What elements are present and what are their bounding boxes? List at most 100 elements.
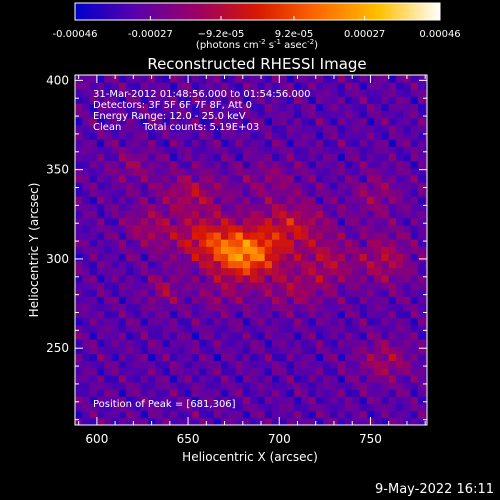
heatmap-cell: [337, 403, 346, 412]
heatmap-cell: [264, 139, 273, 147]
heatmap-cell: [257, 246, 266, 254]
heatmap-cell: [359, 303, 368, 312]
heatmap-cell: [75, 103, 83, 112]
heatmap-cell: [199, 89, 207, 97]
heatmap-cell: [279, 389, 287, 397]
heatmap-cell: [206, 132, 215, 140]
heatmap-cell: [228, 275, 236, 283]
heatmap-cell: [286, 117, 295, 126]
heatmap-cell: [257, 189, 266, 197]
heatmap-cell: [191, 196, 200, 204]
heatmap-cell: [111, 167, 120, 176]
heatmap-cell: [228, 103, 236, 112]
heatmap-cell: [352, 310, 360, 319]
heatmap-cell: [417, 225, 426, 233]
heatmap-cell: [242, 317, 251, 326]
heatmap-cell: [147, 410, 156, 419]
heatmap-cell: [155, 246, 163, 254]
heatmap-cell: [250, 153, 258, 162]
heatmap-cell: [293, 153, 302, 162]
heatmap-cell: [242, 310, 251, 319]
heatmap-cell: [96, 325, 105, 333]
heatmap-cell: [279, 89, 287, 97]
heatmap-cell: [425, 403, 428, 412]
heatmap-cell: [330, 82, 339, 90]
heatmap-cell: [213, 160, 222, 169]
heatmap-cell: [75, 317, 83, 326]
heatmap-cell: [140, 375, 149, 383]
heatmap-cell: [235, 267, 244, 276]
heatmap-cell: [323, 303, 331, 312]
plot-frame: [74, 74, 428, 426]
heatmap-cell: [337, 353, 346, 362]
heatmap-cell: [133, 160, 142, 169]
heatmap-cell: [279, 303, 287, 312]
heatmap-cell: [184, 89, 193, 97]
heatmap-cell: [293, 260, 302, 269]
heatmap-cell: [425, 417, 428, 426]
heatmap-cell: [388, 117, 397, 126]
heatmap-cell: [126, 217, 134, 226]
heatmap-cell: [323, 232, 331, 240]
heatmap-cell: [213, 239, 222, 247]
heatmap-cell: [82, 153, 90, 162]
heatmap-cell: [118, 339, 127, 347]
heatmap-cell: [235, 153, 244, 162]
heatmap-cell: [118, 382, 127, 390]
heatmap-cell: [118, 403, 127, 412]
heatmap-cell: [133, 189, 142, 197]
heatmap-cell: [395, 303, 404, 312]
heatmap-cell: [82, 139, 90, 147]
heatmap-cell: [126, 360, 134, 369]
heatmap-cell: [147, 139, 156, 147]
heatmap-cell: [242, 239, 251, 247]
heatmap-cell: [140, 325, 149, 333]
heatmap-cell: [366, 246, 375, 254]
heatmap-cell: [366, 153, 375, 162]
heatmap-cell: [169, 89, 178, 97]
heatmap-cell: [177, 167, 185, 176]
heatmap-cell: [126, 210, 134, 219]
heatmap-cell: [184, 146, 193, 154]
heatmap-cell: [96, 346, 105, 354]
heatmap-cell: [118, 232, 127, 240]
heatmap-cell: [162, 403, 171, 412]
heatmap-cell: [250, 267, 258, 276]
heatmap-cell: [403, 332, 411, 340]
heatmap-cell: [184, 239, 193, 247]
heatmap-cell: [191, 117, 200, 126]
heatmap-cell: [359, 175, 368, 183]
heatmap-cell: [89, 360, 98, 369]
heatmap-cell: [235, 396, 244, 404]
heatmap-cell: [242, 167, 251, 176]
heatmap-cell: [147, 317, 156, 326]
heatmap-cell: [220, 296, 229, 304]
heatmap-cell: [199, 282, 207, 290]
heatmap-cell: [308, 82, 317, 90]
heatmap-cell: [82, 146, 90, 154]
heatmap-cell: [301, 267, 309, 276]
heatmap-cell: [75, 117, 83, 126]
heatmap-cell: [286, 182, 295, 190]
heatmap-cell: [417, 275, 426, 283]
heatmap-cell: [155, 239, 163, 247]
heatmap-cell: [403, 110, 411, 119]
heatmap-cell: [425, 289, 428, 297]
heatmap-cell: [96, 267, 105, 276]
heatmap-cell: [257, 225, 266, 233]
heatmap-cell: [228, 182, 236, 190]
heatmap-cell: [250, 303, 258, 312]
heatmap-cell: [235, 353, 244, 362]
heatmap-cell: [89, 367, 98, 376]
heatmap-cell: [293, 403, 302, 412]
heatmap-cell: [352, 317, 360, 326]
heatmap-cell: [337, 232, 346, 240]
heatmap-cell: [352, 403, 360, 412]
heatmap-cell: [374, 103, 382, 112]
heatmap-cell: [264, 389, 273, 397]
heatmap-cell: [140, 167, 149, 176]
heatmap-cell: [330, 210, 339, 219]
heatmap-cell: [147, 167, 156, 176]
heatmap-cell: [308, 175, 317, 183]
heatmap-cell: [301, 239, 309, 247]
